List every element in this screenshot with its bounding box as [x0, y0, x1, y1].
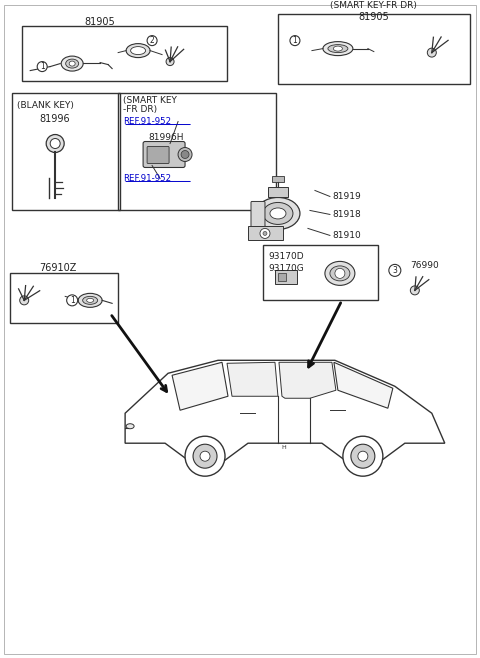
Ellipse shape: [270, 208, 286, 219]
Ellipse shape: [126, 43, 150, 58]
Ellipse shape: [83, 296, 97, 305]
Circle shape: [20, 296, 29, 305]
Circle shape: [166, 58, 174, 66]
Ellipse shape: [126, 424, 134, 429]
Bar: [12, 93, 120, 211]
Text: 1: 1: [70, 296, 74, 305]
Text: 1: 1: [293, 36, 297, 45]
Text: 1: 1: [40, 62, 45, 71]
Bar: [275, 270, 297, 284]
Circle shape: [260, 228, 270, 238]
Bar: [278, 273, 286, 282]
Circle shape: [410, 286, 420, 295]
Bar: [272, 176, 284, 182]
Circle shape: [200, 451, 210, 461]
Circle shape: [263, 232, 267, 236]
Text: H: H: [282, 445, 287, 449]
Text: 93170D: 93170D: [268, 252, 303, 261]
Ellipse shape: [323, 41, 353, 55]
Circle shape: [427, 48, 436, 57]
Circle shape: [147, 36, 157, 45]
Ellipse shape: [69, 61, 75, 66]
Text: REF.91-952: REF.91-952: [123, 174, 171, 183]
Circle shape: [389, 265, 401, 276]
Circle shape: [67, 295, 78, 306]
Circle shape: [193, 444, 217, 468]
Text: 93170G: 93170G: [268, 264, 304, 273]
Text: 76990: 76990: [410, 261, 439, 270]
Text: 2: 2: [150, 36, 155, 45]
Ellipse shape: [256, 197, 300, 230]
Text: 81918: 81918: [332, 210, 360, 219]
Bar: [248, 226, 283, 240]
Polygon shape: [227, 363, 278, 396]
Circle shape: [290, 36, 300, 45]
Text: -FR DR): -FR DR): [123, 105, 157, 114]
Circle shape: [343, 436, 383, 476]
Polygon shape: [334, 363, 393, 408]
Circle shape: [358, 451, 368, 461]
Text: 76910Z: 76910Z: [39, 263, 77, 273]
Bar: [278, 14, 470, 84]
Ellipse shape: [263, 203, 293, 224]
Bar: [10, 273, 118, 323]
Text: 81910: 81910: [332, 231, 360, 240]
Bar: [263, 245, 378, 300]
Circle shape: [185, 436, 225, 476]
Text: (SMART KEY: (SMART KEY: [123, 96, 177, 105]
Polygon shape: [279, 363, 336, 398]
Text: 81919: 81919: [332, 192, 360, 201]
Text: 81905: 81905: [85, 16, 116, 26]
Text: (BLANK KEY): (BLANK KEY): [17, 101, 74, 109]
Ellipse shape: [328, 45, 348, 53]
Text: 3: 3: [393, 266, 397, 275]
FancyBboxPatch shape: [147, 147, 169, 163]
Text: 81996: 81996: [40, 114, 71, 124]
FancyBboxPatch shape: [251, 201, 265, 228]
Ellipse shape: [66, 59, 79, 68]
Circle shape: [351, 444, 375, 468]
Polygon shape: [125, 361, 445, 460]
Text: 81905: 81905: [359, 12, 389, 22]
Ellipse shape: [61, 56, 83, 71]
Polygon shape: [172, 363, 228, 410]
Bar: [22, 26, 227, 80]
Text: REF.91-952: REF.91-952: [123, 117, 171, 126]
Circle shape: [37, 62, 47, 72]
Ellipse shape: [325, 261, 355, 286]
Bar: [118, 93, 276, 211]
Circle shape: [46, 134, 64, 153]
Ellipse shape: [334, 46, 342, 51]
Circle shape: [335, 268, 345, 278]
Ellipse shape: [131, 47, 145, 55]
FancyBboxPatch shape: [143, 141, 185, 168]
Text: 81996H: 81996H: [148, 133, 183, 142]
Text: (SMART KEY-FR DR): (SMART KEY-FR DR): [330, 1, 417, 10]
Circle shape: [178, 147, 192, 161]
Ellipse shape: [87, 298, 94, 303]
Circle shape: [50, 139, 60, 149]
Ellipse shape: [78, 293, 102, 307]
Ellipse shape: [330, 266, 350, 281]
Bar: [268, 188, 288, 197]
Circle shape: [181, 151, 189, 159]
